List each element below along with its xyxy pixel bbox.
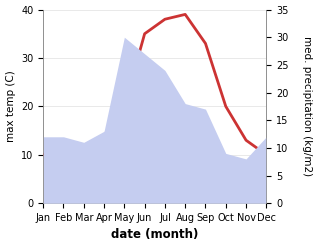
Y-axis label: med. precipitation (kg/m2): med. precipitation (kg/m2) <box>302 36 313 176</box>
Y-axis label: max temp (C): max temp (C) <box>5 70 16 142</box>
X-axis label: date (month): date (month) <box>111 228 198 242</box>
